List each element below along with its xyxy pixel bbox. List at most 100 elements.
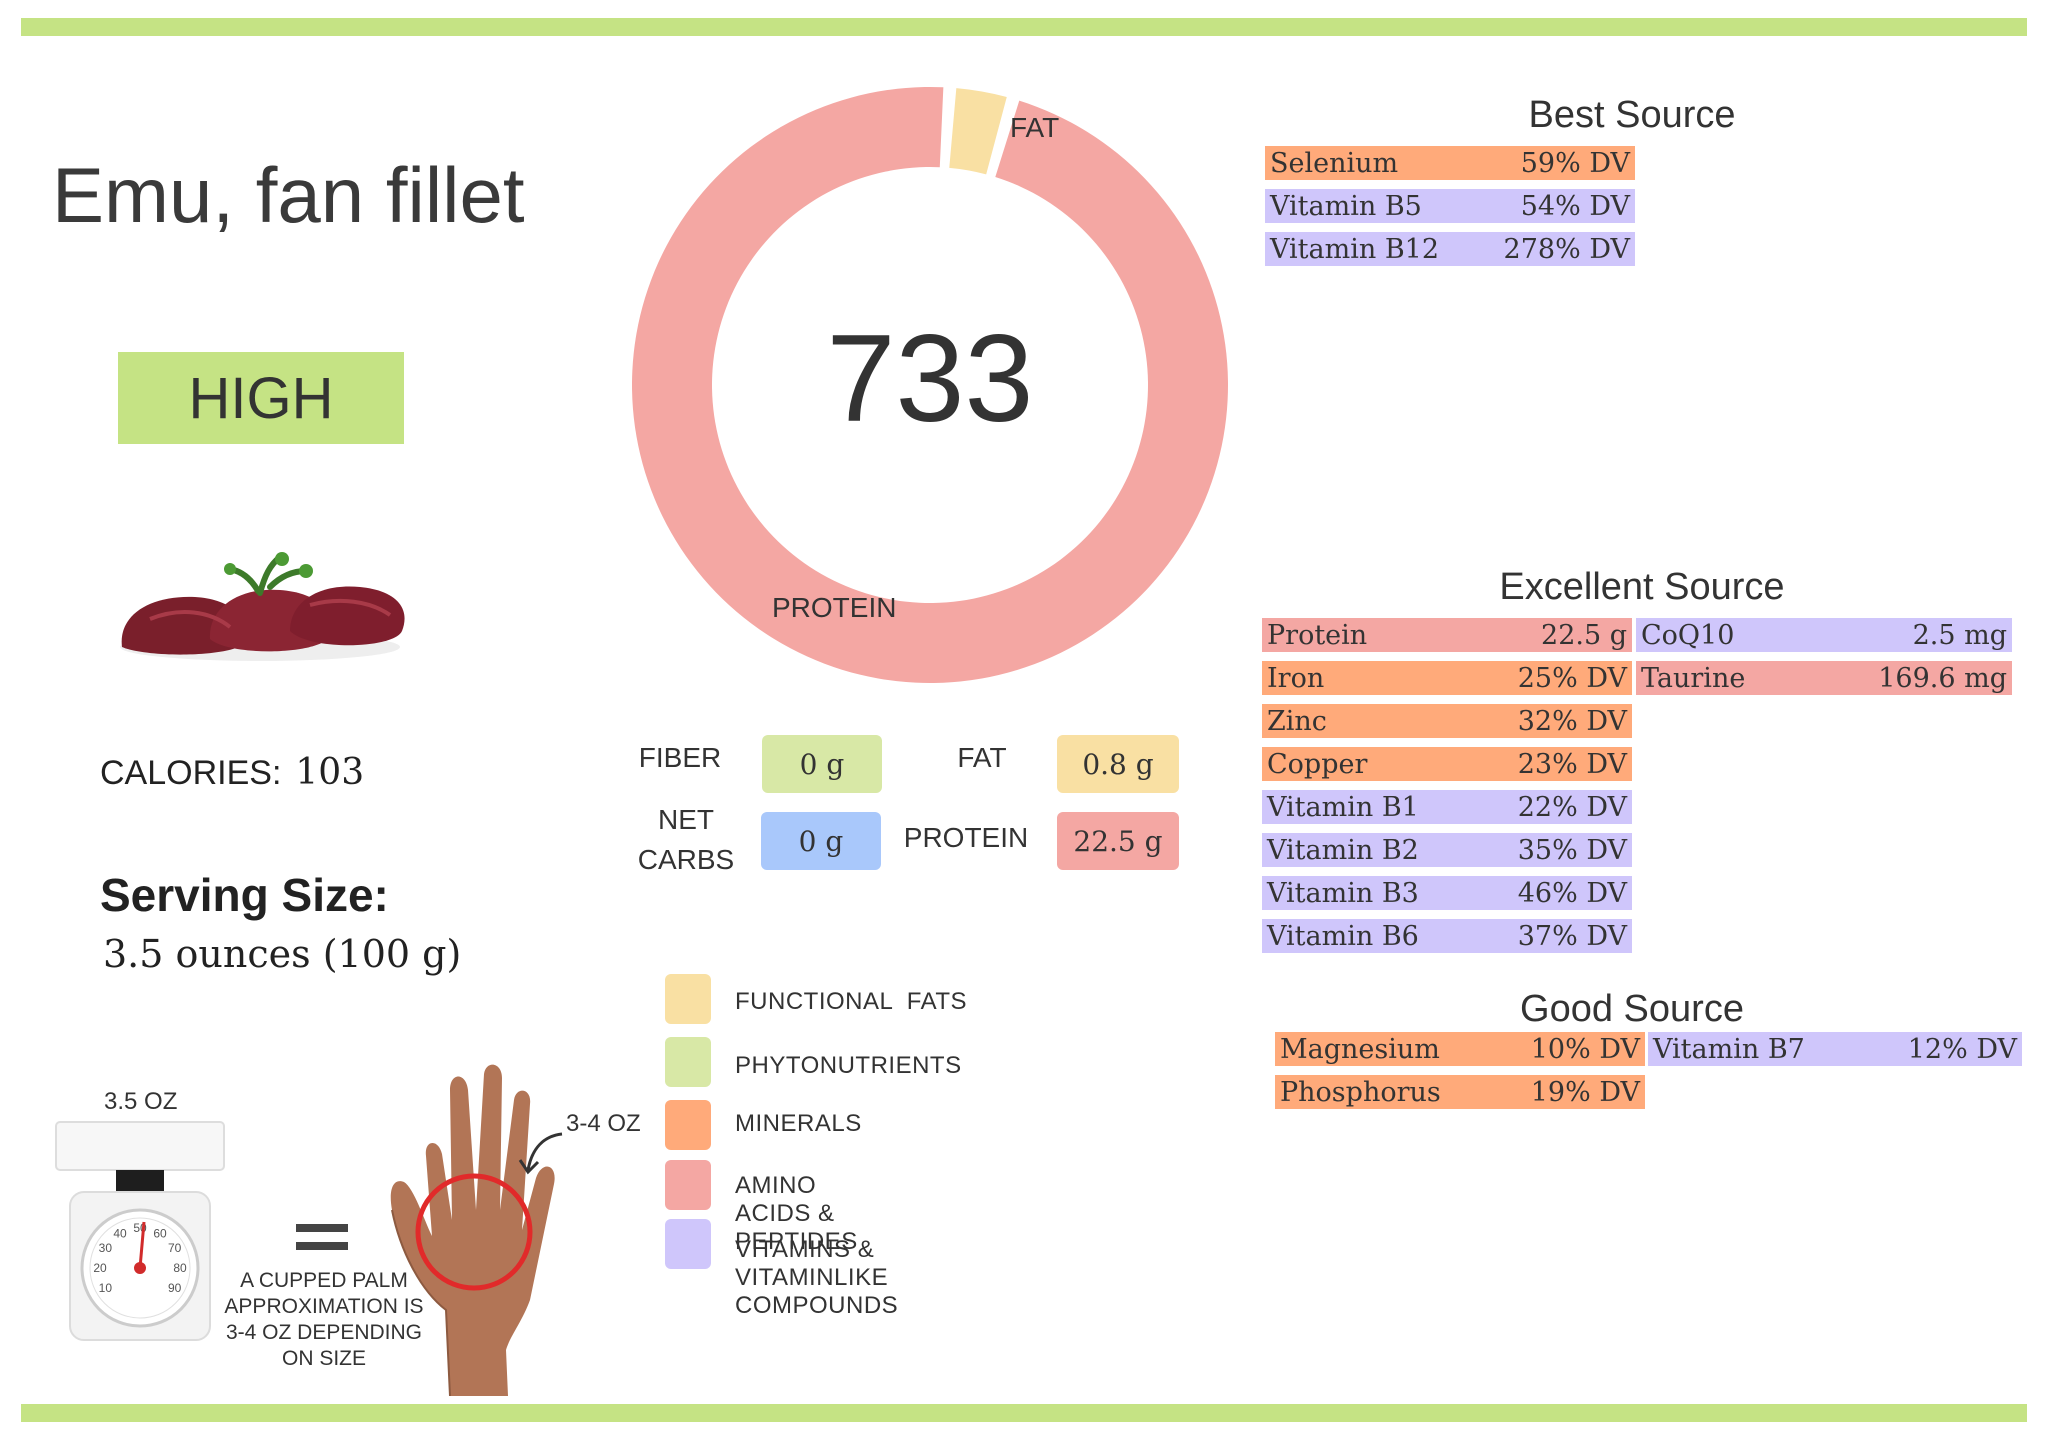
dial-number: 30 [99, 1241, 113, 1255]
nutrient-name: Iron [1267, 662, 1325, 694]
donut-segment-fat [949, 88, 1007, 175]
nutrient-value: 23% DV [1517, 748, 1627, 780]
legend-swatch-minerals [665, 1100, 711, 1150]
nutrient-name: Vitamin B12 [1270, 233, 1440, 265]
fiber-value: 0 g [762, 735, 882, 793]
nutrient-value: 35% DV [1517, 834, 1627, 866]
excellent-source-row: Vitamin B2 35% DV [1262, 833, 1632, 867]
palm-note-line: A CUPPED PALM [240, 1269, 408, 1292]
legend-label-functional-fats: FUNCTIONAL FATS [735, 988, 968, 1015]
meat-image [120, 552, 405, 661]
nutrient-value: 22% DV [1517, 791, 1627, 823]
top-accent-bar [21, 18, 2027, 36]
dial-number: 90 [168, 1281, 182, 1295]
best-source-row: Vitamin B12 278% DV [1265, 232, 1635, 266]
legend-swatch-phytonutrients [665, 1037, 711, 1087]
nutrient-value: 2.5 mg [1912, 619, 2007, 651]
legend-label-phytonutrients: PHYTONUTRIENTS [735, 1052, 962, 1079]
serving-size-label: Serving Size: [100, 869, 389, 921]
nutrient-name: Selenium [1270, 147, 1399, 179]
legend-swatch-vitamins [665, 1219, 711, 1269]
dial-number: 60 [153, 1226, 167, 1240]
nutrient-value: 37% DV [1517, 920, 1627, 952]
excellent-source-row: Iron 25% DV [1262, 661, 1632, 695]
nutrient-name: Taurine [1641, 662, 1746, 694]
net-carbs-label-line1: NET [658, 804, 714, 835]
level-badge: HIGH [118, 352, 404, 444]
nutrient-value: 22.5 g [1541, 619, 1627, 651]
nutrient-value: 12% DV [1907, 1033, 2017, 1065]
dial-number: 20 [93, 1261, 107, 1275]
equals-sign-top [296, 1224, 348, 1232]
nutrient-name: Zinc [1267, 705, 1327, 737]
legend-swatch-functional-fats [665, 974, 711, 1024]
net-carbs-value: 0 g [761, 812, 881, 870]
nutrient-name: Vitamin B2 [1267, 834, 1419, 866]
legend-swatch-amino-acids [665, 1160, 711, 1210]
hand-label: 3-4 OZ [566, 1110, 641, 1137]
good-source-row: Phosphorus 19% DV [1275, 1075, 1645, 1109]
nutrient-name: Vitamin B3 [1267, 877, 1419, 909]
good-source-title: Good Source [1520, 988, 1744, 1030]
palm-note-line: APPROXIMATION IS [224, 1295, 424, 1318]
nutrient-name: Copper [1267, 748, 1368, 780]
protein-value: 22.5 g [1057, 812, 1179, 870]
donut-fat-label: FAT [1010, 112, 1060, 143]
excellent-source-row: Vitamin B6 37% DV [1262, 919, 1632, 953]
nutrient-value: 32% DV [1517, 705, 1627, 737]
dial-number: 40 [113, 1226, 127, 1240]
best-source-row: Vitamin B5 54% DV [1265, 189, 1635, 223]
excellent-source-row: Copper 23% DV [1262, 747, 1632, 781]
excellent-source-row: CoQ10 2.5 mg [1636, 618, 2012, 652]
donut-center-value: 733 [826, 310, 1034, 448]
good-source-row: Vitamin B7 12% DV [1648, 1032, 2022, 1066]
nutrient-value: 19% DV [1530, 1076, 1640, 1108]
palm-note-line: ON SIZE [281, 1347, 366, 1370]
nutrient-name: Protein [1267, 619, 1368, 651]
net-carbs-label: NET CARBS [630, 800, 742, 880]
nutrient-value: 25% DV [1517, 662, 1627, 694]
calories-value: 103 [295, 752, 365, 793]
calorie-donut-chart [632, 86, 1228, 683]
fat-value: 0.8 g [1057, 735, 1179, 793]
net-carbs-label-line2: CARBS [637, 844, 735, 875]
nutrient-value: 169.6 mg [1878, 662, 2007, 694]
excellent-source-title: Excellent Source [1499, 566, 1785, 608]
palm-note-line: 3-4 OZ DEPENDING [225, 1321, 423, 1344]
bottom-accent-bar [21, 1404, 2027, 1422]
serving-size-value: 3.5 ounces (100 g) [103, 932, 462, 976]
nutrient-value: 59% DV [1520, 147, 1630, 179]
excellent-source-row: Zinc 32% DV [1262, 704, 1632, 738]
excellent-source-row: Protein 22.5 g [1262, 618, 1632, 652]
fiber-label: FIBER [638, 742, 722, 773]
protein-label: PROTEIN [903, 822, 1029, 853]
nutrient-value: 278% DV [1503, 233, 1630, 265]
nutrient-name: Vitamin B6 [1267, 920, 1419, 952]
best-source-row: Selenium 59% DV [1265, 146, 1635, 180]
nutrient-name: CoQ10 [1641, 619, 1735, 651]
excellent-source-row: Taurine 169.6 mg [1636, 661, 2012, 695]
scale-label: 3.5 OZ [104, 1088, 178, 1115]
good-source-row: Magnesium 10% DV [1275, 1032, 1645, 1066]
palm-note: A CUPPED PALM APPROXIMATION IS 3-4 OZ DE… [216, 1268, 432, 1372]
dial-number: 70 [168, 1241, 182, 1255]
equals-sign-bottom [296, 1242, 348, 1250]
nutrient-value: 10% DV [1530, 1033, 1640, 1065]
donut-protein-label: PROTEIN [772, 592, 897, 623]
fat-label: FAT [957, 742, 1007, 773]
nutrient-name: Vitamin B1 [1267, 791, 1419, 823]
legend-label-minerals: MINERALS [735, 1110, 862, 1137]
dial-number: 10 [99, 1281, 113, 1295]
nutrient-name: Phosphorus [1280, 1076, 1441, 1108]
calories: CALORIES: 103 [100, 752, 364, 793]
nutrient-value: 54% DV [1520, 190, 1630, 222]
excellent-source-row: Vitamin B3 46% DV [1262, 876, 1632, 910]
nutrient-name: Vitamin B7 [1653, 1033, 1805, 1065]
calories-label: CALORIES: [100, 754, 282, 792]
best-source-title: Best Source [1528, 94, 1736, 136]
legend-label-vitamins: VITAMINS & VITAMINLIKE COMPOUNDS [735, 1236, 899, 1319]
excellent-source-row: Vitamin B1 22% DV [1262, 790, 1632, 824]
nutrient-name: Vitamin B5 [1270, 190, 1422, 222]
